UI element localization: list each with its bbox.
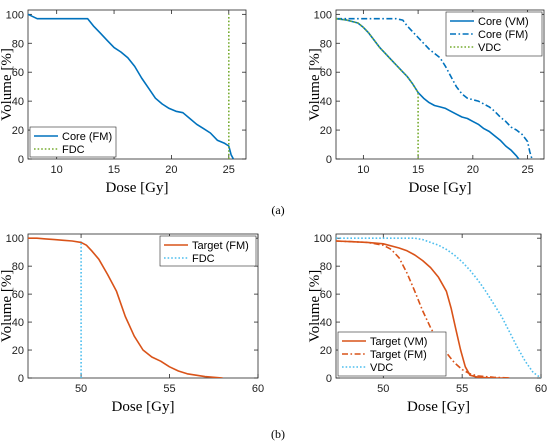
y-tick-label: 100 [6, 233, 24, 245]
y-tick-label: 20 [12, 345, 24, 357]
x-tick-label: 20 [165, 164, 177, 176]
axes-frame [27, 233, 259, 379]
x-tick-label: 50 [75, 383, 87, 395]
y-tick-label: 60 [12, 67, 24, 79]
x-tick-label: 15 [108, 164, 120, 176]
y-tick-label: 0 [18, 154, 24, 166]
x-tick-label: 10 [357, 164, 369, 176]
legend: Core (FM)FDC [29, 126, 117, 158]
y-axis-label: Volume [%] [307, 48, 323, 121]
y-axis-label: Volume [%] [0, 270, 15, 343]
y-tick-label: 80 [12, 38, 24, 50]
x-tick-label: 55 [163, 383, 175, 395]
legend-label: Core (VM) [478, 16, 529, 28]
x-axis-label: Dose [Gy] [409, 180, 472, 196]
series-line-core-vm [336, 17, 520, 159]
legend-label: Target (FM) [370, 349, 427, 361]
panel-label-a: (a) [271, 203, 284, 217]
legend-box [159, 235, 257, 267]
series-line-target-fm [336, 240, 510, 378]
y-tick-label: 100 [314, 233, 332, 245]
y-tick-label: 40 [320, 96, 332, 108]
series-line-target-vm [336, 240, 510, 378]
y-tick-label: 20 [12, 125, 24, 137]
y-tick-label: 100 [6, 9, 24, 21]
y-tick-label: 100 [314, 9, 332, 21]
series-line-target-fm [28, 237, 223, 378]
chart-a-left: 10 15 20 25 0 20 40 60 80 100 Dose [Gy] Volume [%] C… [0, 9, 247, 196]
y-tick-label: 20 [320, 125, 332, 137]
y-tick-label: 80 [320, 38, 332, 50]
panel-label-b: (b) [271, 427, 285, 441]
x-tick-label: 15 [412, 164, 424, 176]
x-axis-label: Dose [Gy] [112, 399, 175, 415]
legend-label: Core (FM) [478, 29, 528, 41]
y-tick-label: 80 [12, 261, 24, 273]
legend-label: Target (FM) [192, 240, 249, 252]
chart-b-left: 50 55 60 0 20 40 60 80 100 Dose [Gy] Volume [%] Tar… [0, 233, 264, 415]
y-tick-label: 40 [12, 96, 24, 108]
legend-box [445, 11, 543, 57]
legend-label: Target (VM) [370, 336, 427, 348]
y-tick-label: 0 [18, 373, 24, 385]
y-tick-label: 40 [12, 317, 24, 329]
y-tick-label: 40 [320, 317, 332, 329]
legend: Target (VM)Target (FM)VDC [337, 331, 447, 377]
x-tick-label: 60 [535, 383, 547, 395]
x-tick-label: 25 [223, 164, 235, 176]
x-tick-label: 10 [51, 164, 63, 176]
legend-label: VDC [370, 362, 393, 374]
axes-frame [27, 9, 247, 160]
series-line-core-fm [28, 13, 235, 159]
axes-frame [335, 9, 545, 160]
x-axis-label: Dose [Gy] [106, 180, 169, 196]
axes-frame [335, 233, 542, 379]
legend: Core (VM)Core (FM)VDC [445, 11, 543, 57]
y-axis-label: Volume [%] [0, 48, 15, 121]
y-tick-label: 0 [326, 373, 332, 385]
series-line-vdc [336, 17, 419, 159]
y-tick-label: 80 [320, 261, 332, 273]
y-tick-label: 60 [320, 67, 332, 79]
x-axis-label: Dose [Gy] [407, 399, 470, 415]
legend-box [29, 126, 117, 158]
x-tick-label: 50 [377, 383, 389, 395]
y-tick-label: 60 [320, 289, 332, 301]
legend: Target (FM)FDC [159, 235, 257, 267]
legend-label: FDC [62, 144, 85, 156]
y-tick-label: 20 [320, 345, 332, 357]
legend-label: VDC [478, 42, 501, 54]
x-tick-label: 20 [467, 164, 479, 176]
legend-label: FDC [192, 253, 215, 265]
y-tick-label: 60 [12, 289, 24, 301]
chart-b-right: 50 55 60 0 20 40 60 80 100 Dose [Gy] Volume [%] Tar… [307, 233, 547, 415]
legend-label: Core (FM) [62, 131, 112, 143]
y-tick-label: 0 [326, 154, 332, 166]
x-tick-label: 25 [521, 164, 533, 176]
series-line-vdc [336, 237, 541, 378]
series-line-core-fm [336, 17, 533, 159]
chart-a-right: 10 15 20 25 0 20 40 60 80 100 Dose [Gy] Volume [%] C… [307, 9, 545, 196]
y-axis-label: Volume [%] [307, 270, 323, 343]
x-tick-label: 60 [252, 383, 264, 395]
x-tick-label: 55 [456, 383, 468, 395]
